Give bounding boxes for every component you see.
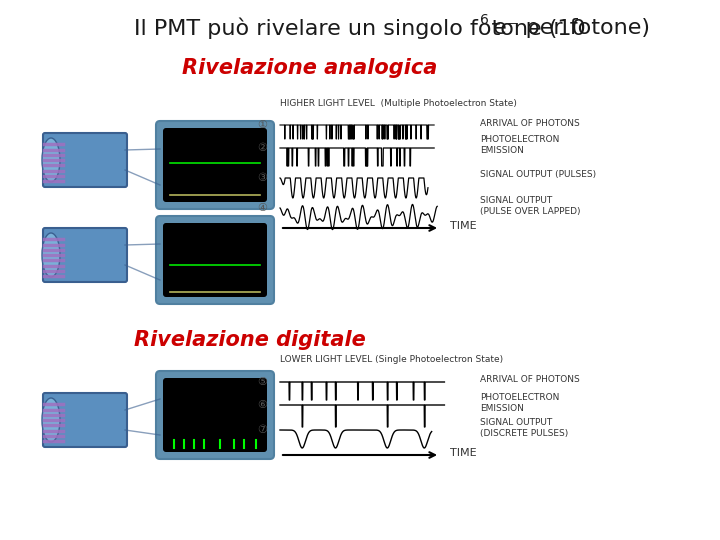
Ellipse shape [42, 233, 60, 277]
FancyBboxPatch shape [163, 378, 267, 452]
Text: SIGNAL OUTPUT (PULSES): SIGNAL OUTPUT (PULSES) [480, 171, 596, 179]
Text: ARRIVAL OF PHOTONS: ARRIVAL OF PHOTONS [480, 118, 580, 127]
Text: ②: ② [257, 143, 267, 153]
Text: ③: ③ [257, 173, 267, 183]
Text: Il PMT può rivelare un singolo fotone (10: Il PMT può rivelare un singolo fotone (1… [134, 17, 586, 39]
Text: SIGNAL OUTPUT
(DISCRETE PULSES): SIGNAL OUTPUT (DISCRETE PULSES) [480, 418, 568, 438]
Text: PHOTOELECTRON
EMISSION: PHOTOELECTRON EMISSION [480, 136, 559, 154]
Text: ARRIVAL OF PHOTONS: ARRIVAL OF PHOTONS [480, 375, 580, 384]
Text: HIGHER LIGHT LEVEL  (Multiple Photoelectron State): HIGHER LIGHT LEVEL (Multiple Photoelectr… [280, 98, 517, 107]
Text: PHOTOELECTRON
EMISSION: PHOTOELECTRON EMISSION [480, 393, 559, 413]
Text: 6: 6 [480, 13, 489, 27]
Text: ⑦: ⑦ [257, 425, 267, 435]
FancyBboxPatch shape [43, 228, 127, 282]
FancyBboxPatch shape [163, 128, 267, 202]
Text: TIME: TIME [450, 221, 477, 231]
Text: Rivelazione digitale: Rivelazione digitale [134, 330, 366, 350]
Text: e⁻ per fotone): e⁻ per fotone) [486, 18, 650, 38]
Text: ①: ① [257, 120, 267, 130]
FancyBboxPatch shape [156, 371, 274, 459]
Text: ⑤: ⑤ [257, 377, 267, 387]
FancyBboxPatch shape [156, 121, 274, 209]
Text: SIGNAL OUTPUT
(PULSE OVER LAPPED): SIGNAL OUTPUT (PULSE OVER LAPPED) [480, 197, 580, 215]
FancyBboxPatch shape [163, 223, 267, 297]
Text: TIME: TIME [450, 448, 477, 458]
Ellipse shape [42, 138, 60, 182]
Text: LOWER LIGHT LEVEL (Single Photoelectron State): LOWER LIGHT LEVEL (Single Photoelectron … [280, 355, 503, 364]
Text: Rivelazione analogica: Rivelazione analogica [182, 58, 438, 78]
FancyBboxPatch shape [156, 216, 274, 304]
FancyBboxPatch shape [43, 393, 127, 447]
Text: ⑥: ⑥ [257, 400, 267, 410]
Ellipse shape [42, 398, 60, 442]
FancyBboxPatch shape [43, 133, 127, 187]
Text: ④: ④ [257, 203, 267, 213]
